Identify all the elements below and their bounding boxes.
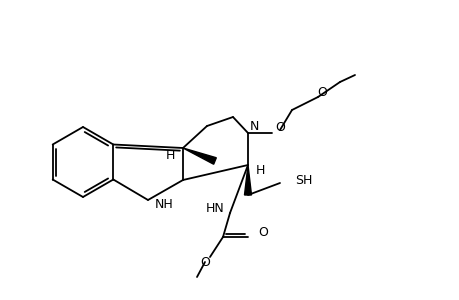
- Polygon shape: [183, 148, 216, 164]
- Polygon shape: [244, 165, 251, 195]
- Text: NH: NH: [155, 199, 174, 212]
- Text: SH: SH: [294, 173, 312, 187]
- Text: O: O: [274, 121, 284, 134]
- Text: H: H: [256, 164, 265, 176]
- Text: H: H: [165, 148, 174, 161]
- Text: HN: HN: [206, 202, 224, 214]
- Text: O: O: [200, 256, 209, 268]
- Text: O: O: [316, 85, 326, 98]
- Text: N: N: [249, 119, 259, 133]
- Text: O: O: [257, 226, 267, 239]
